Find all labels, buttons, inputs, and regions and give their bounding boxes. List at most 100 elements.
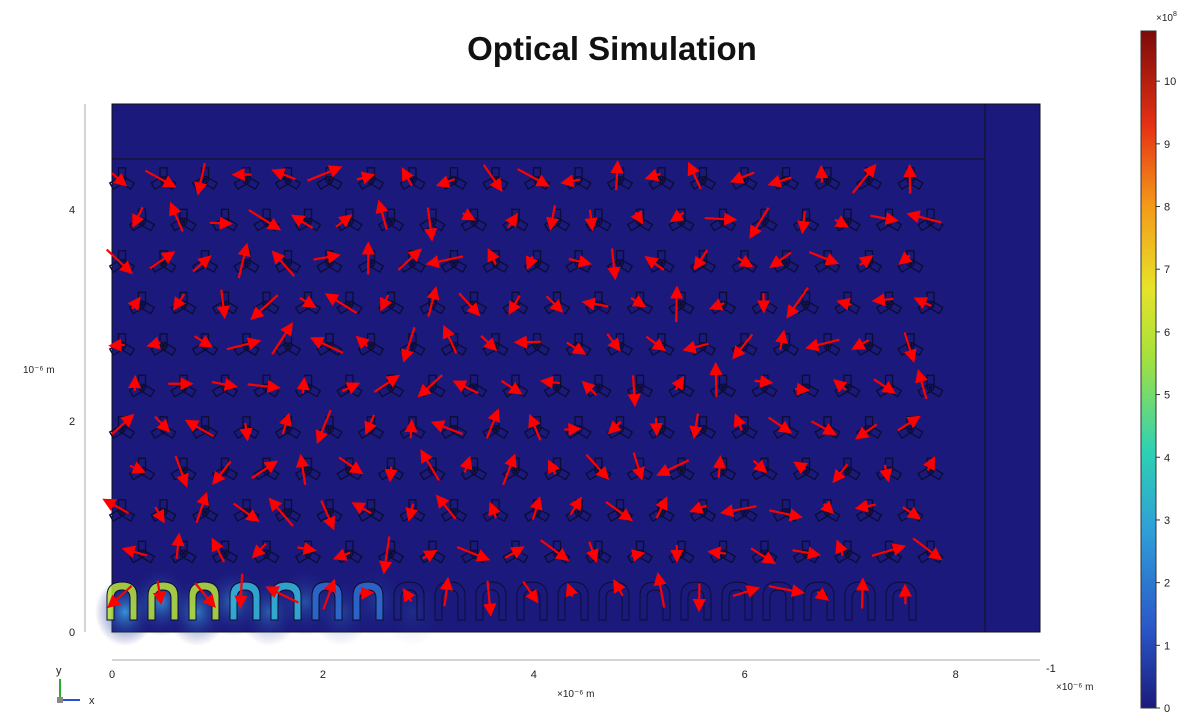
field-arrow	[671, 375, 685, 391]
field-arrow	[335, 214, 353, 228]
field-arrow	[548, 459, 560, 475]
field-arrow	[835, 539, 848, 556]
field-arrow	[459, 455, 473, 473]
x-extra-unit: ×10⁻⁶ m	[1056, 682, 1093, 693]
field-arrow	[172, 293, 186, 311]
field-arrow	[805, 338, 840, 352]
field-arrow	[528, 413, 542, 441]
y-axis-label: 10⁻⁶ m	[23, 365, 55, 376]
field-arrow	[693, 249, 709, 271]
field-arrow	[152, 580, 166, 606]
colorbar-gradient	[1140, 30, 1157, 709]
field-arrow	[482, 164, 503, 192]
field-arrow	[268, 497, 294, 527]
field-arrow	[855, 423, 878, 440]
field-arrow	[689, 413, 703, 440]
field-arrow	[211, 377, 238, 391]
field-arrow	[195, 491, 210, 524]
field-arrow	[656, 459, 690, 476]
field-arrow	[794, 382, 810, 396]
field-arrow	[341, 382, 361, 395]
field-arrow	[749, 207, 770, 239]
field-arrow	[754, 374, 774, 388]
colorbar-tick-label: 7	[1164, 264, 1170, 276]
field-arrow	[814, 587, 830, 601]
field-arrow	[508, 295, 521, 315]
field-arrow	[132, 206, 145, 228]
field-arrow	[810, 420, 837, 435]
field-arrow	[653, 571, 667, 608]
colorbar-ticks: 0 1 2 3 4 5 6 7 8 9 10	[1156, 76, 1176, 715]
field-arrow	[569, 496, 582, 516]
field-arrow	[417, 374, 443, 398]
field-arrow	[851, 337, 870, 350]
field-arrow	[315, 409, 332, 444]
field-arrow	[768, 508, 803, 522]
field-arrow	[402, 587, 416, 603]
field-arrow	[121, 545, 148, 559]
field-arrow	[854, 499, 876, 513]
field-arrow	[630, 549, 646, 562]
field-arrow	[632, 452, 645, 481]
field-arrow	[605, 501, 633, 522]
field-arrow	[146, 336, 161, 350]
field-arrow	[442, 324, 458, 354]
field-arrow	[194, 582, 216, 609]
field-arrow	[644, 256, 665, 271]
field-arrow	[483, 580, 497, 617]
x-tick-label: 4	[531, 669, 537, 681]
colorbar-tick-label: 1	[1164, 640, 1170, 652]
colorbar: ×108 0 1 2 3 4 5 6 7 8 9 10	[1140, 11, 1177, 715]
field-arrow	[627, 375, 641, 408]
field-arrow	[610, 160, 624, 191]
field-arrow	[670, 285, 684, 322]
field-arrow	[500, 379, 523, 395]
field-arrow	[128, 374, 142, 391]
field-arrow	[898, 251, 913, 266]
field-arrow	[248, 209, 282, 231]
field-arrow	[439, 576, 454, 607]
field-arrow	[373, 374, 401, 393]
field-arrow	[607, 420, 622, 435]
field-arrow	[607, 248, 621, 281]
field-arrow	[271, 250, 296, 277]
field-arrow	[820, 500, 835, 515]
field-arrow	[505, 212, 518, 229]
field-arrow	[379, 536, 393, 575]
field-arrow	[265, 586, 299, 604]
field-arrow	[581, 297, 609, 311]
colorbar-tick-label: 6	[1164, 327, 1170, 339]
field-arrow	[271, 322, 293, 355]
field-arrow	[709, 361, 723, 398]
field-arrow	[422, 549, 438, 563]
x-tick-label: 6	[742, 669, 748, 681]
field-arrow	[565, 582, 578, 598]
field-arrow	[707, 546, 727, 560]
field-arrow	[525, 255, 539, 271]
colorbar-tick-label: 8	[1164, 202, 1170, 214]
field-arrow	[720, 504, 757, 518]
field-arrow	[540, 539, 570, 562]
field-arrow	[902, 506, 921, 520]
field-arrow	[290, 214, 314, 229]
field-arrow	[209, 216, 233, 230]
triad-y-label: y	[56, 665, 62, 677]
field-arrow	[152, 506, 165, 524]
field-arrow	[359, 586, 375, 600]
field-arrow	[606, 333, 621, 352]
field-arrow	[154, 415, 171, 433]
field-arrow	[923, 456, 935, 471]
field-arrow	[297, 541, 317, 555]
field-arrow	[669, 209, 685, 223]
field-arrow	[586, 541, 599, 563]
field-arrow	[356, 171, 376, 185]
field-arrow	[712, 455, 727, 478]
field-arrow	[129, 461, 146, 474]
field-arrow	[237, 242, 251, 279]
field-arrow	[211, 537, 226, 563]
field-arrow	[912, 537, 943, 561]
field-arrow	[435, 494, 457, 520]
field-arrow	[452, 380, 479, 395]
colorbar-tick-label: 2	[1164, 578, 1170, 590]
field-arrow	[808, 251, 840, 266]
